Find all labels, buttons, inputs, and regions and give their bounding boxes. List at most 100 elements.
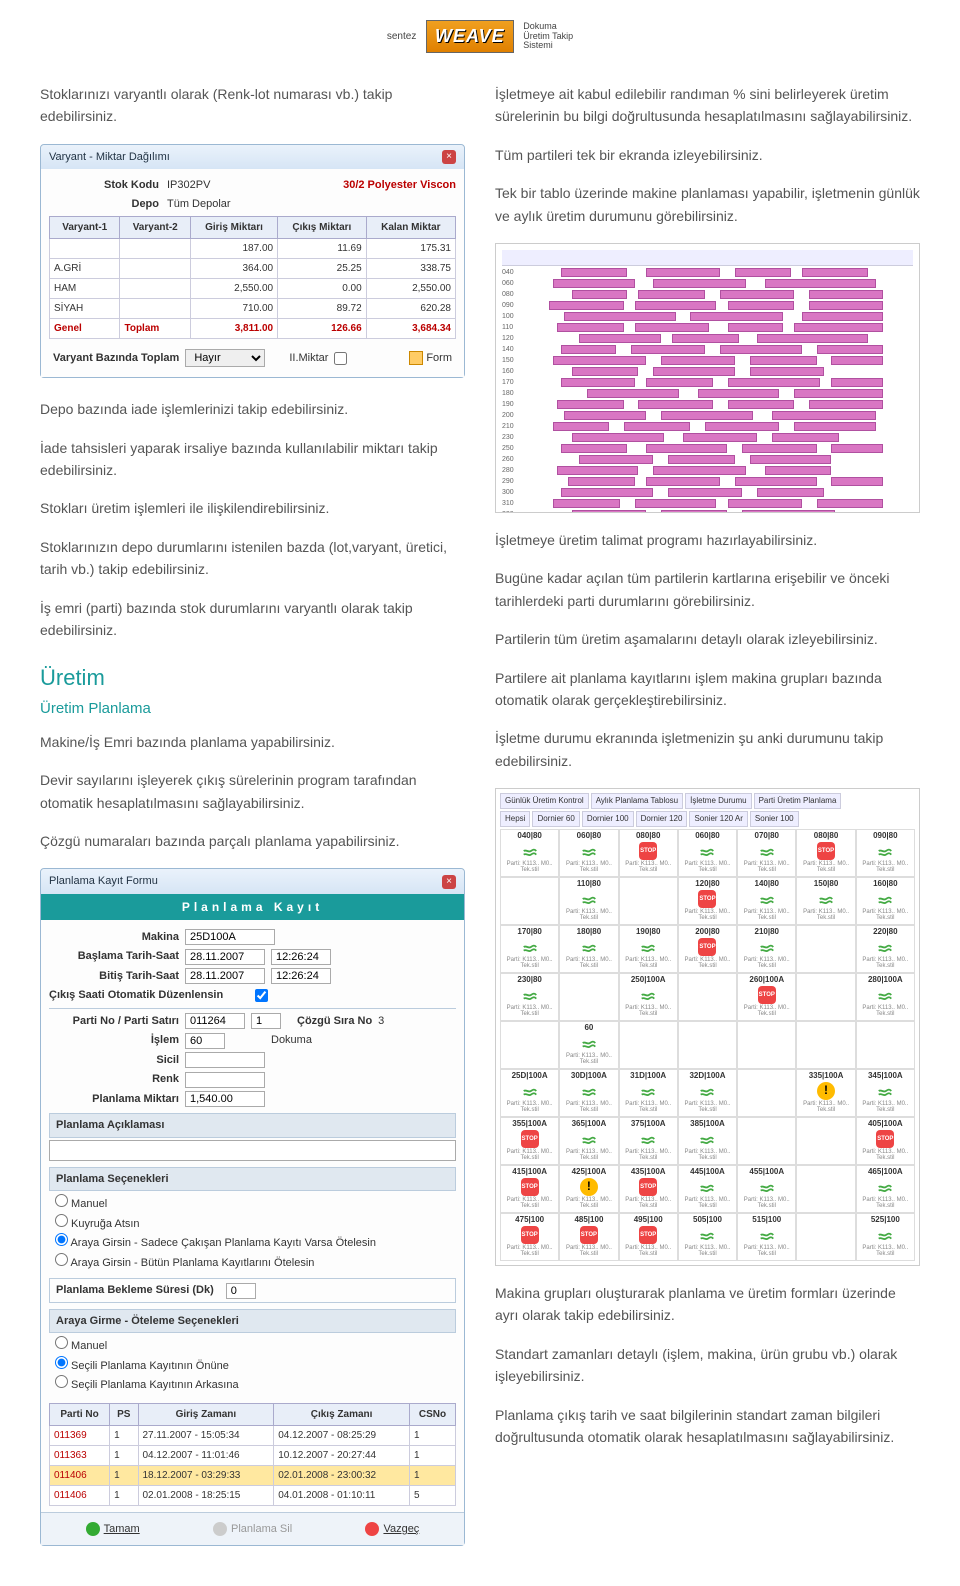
gantt-bar[interactable] [772,433,839,442]
gantt-bar[interactable] [635,499,717,508]
status-subtab[interactable]: Hepsi [500,811,530,827]
gantt-bar[interactable] [728,323,784,332]
gantt-bar[interactable] [572,433,665,442]
status-cell[interactable]: 495|100STOPParti: K113.. M0.. Tek.stil [619,1213,678,1261]
aciklama-input[interactable] [49,1140,456,1161]
gantt-bar[interactable] [742,510,835,513]
gantt-bar[interactable] [831,378,883,387]
status-cell[interactable]: 200|80STOPParti: K113.. M0.. Tek.stil [678,925,737,973]
gantt-bar[interactable] [557,323,624,332]
status-cell[interactable]: 465|100AParti: K113.. M0.. Tek.stil [856,1165,915,1213]
gantt-bar[interactable] [564,411,646,420]
gantt-bar[interactable] [561,444,628,453]
status-tab[interactable]: Aylık Planlama Tablosu [591,793,683,809]
status-cell[interactable]: 505|100Parti: K113.. M0.. Tek.stil [678,1213,737,1261]
status-cell[interactable] [737,1021,796,1069]
gantt-bar[interactable] [646,378,713,387]
status-cell[interactable]: 435|100ASTOPParti: K113.. M0.. Tek.stil [619,1165,678,1213]
gantt-bar[interactable] [553,422,609,431]
gantt-bar[interactable] [683,433,757,442]
status-cell[interactable] [500,1021,559,1069]
gantt-bar[interactable] [728,378,821,387]
delete-button[interactable]: Planlama Sil [213,1521,292,1538]
gantt-bar[interactable] [572,290,628,299]
status-subtab[interactable]: Sonier 120 Ar [689,811,747,827]
status-cell[interactable]: 455|100AParti: K113.. M0.. Tek.stil [737,1165,796,1213]
gantt-bar[interactable] [564,312,675,321]
status-cell[interactable] [737,1117,796,1165]
status-cell[interactable]: 475|100STOPParti: K113.. M0.. Tek.stil [500,1213,559,1261]
status-cell[interactable]: 160|80Parti: K113.. M0.. Tek.stil [856,877,915,925]
status-cell[interactable]: 365|100AParti: K113.. M0.. Tek.stil [559,1117,618,1165]
gantt-bar[interactable] [661,356,735,365]
gantt-bar[interactable] [750,356,817,365]
status-cell[interactable] [796,925,855,973]
gantt-bar[interactable] [553,279,635,288]
gantt-bar[interactable] [646,477,720,486]
status-cell[interactable]: 150|80Parti: K113.. M0.. Tek.stil [796,877,855,925]
radio-option[interactable]: Kuyruğa Atsın [55,1214,450,1233]
cancel-button[interactable]: Vazgeç [365,1521,419,1538]
status-cell[interactable] [559,973,618,1021]
bitis-date-input[interactable] [185,968,265,984]
gantt-bar[interactable] [661,510,728,513]
gantt-bar[interactable] [765,466,832,475]
gantt-bar[interactable] [757,488,824,497]
status-cell[interactable]: 445|100AParti: K113.. M0.. Tek.stil [678,1165,737,1213]
baslama-date-input[interactable] [185,949,265,965]
gantt-bar[interactable] [653,466,746,475]
gantt-bar[interactable] [831,444,883,453]
status-cell[interactable] [796,973,855,1021]
gantt-bar[interactable] [579,455,653,464]
status-cell[interactable] [796,1213,855,1261]
gantt-bar[interactable] [802,268,869,277]
status-cell[interactable] [500,877,559,925]
gantt-bar[interactable] [638,400,712,409]
gantt-bar[interactable] [561,378,635,387]
gantt-bar[interactable] [765,279,876,288]
status-cell[interactable]: 30D|100AParti: K113.. M0.. Tek.stil [559,1069,618,1117]
form-button[interactable]: Form [409,350,452,367]
parti-satir-input[interactable] [251,1013,281,1029]
status-cell[interactable]: 060|80Parti: K113.. M0.. Tek.stil [678,829,737,877]
gantt-bar[interactable] [668,488,742,497]
status-cell[interactable]: 060|80Parti: K113.. M0.. Tek.stil [559,829,618,877]
table-row[interactable]: 187.0011.69175.31 [50,239,456,259]
status-subtab[interactable]: Dornier 100 [582,811,634,827]
gantt-bar[interactable] [831,477,883,486]
iimiktar-checkbox[interactable] [334,352,347,365]
gantt-bar[interactable] [638,290,705,299]
status-cell[interactable]: 345|100AParti: K113.. M0.. Tek.stil [856,1069,915,1117]
gantt-bar[interactable] [653,279,746,288]
status-cell[interactable]: 140|80Parti: K113.. M0.. Tek.stil [737,877,796,925]
status-cell[interactable]: 250|100AParti: K113.. M0.. Tek.stil [619,973,678,1021]
gantt-bar[interactable] [661,411,754,420]
gantt-bar[interactable] [720,290,794,299]
gantt-bar[interactable] [728,301,795,310]
status-cell[interactable]: 180|80Parti: K113.. M0.. Tek.stil [559,925,618,973]
status-cell[interactable]: 31D|100AParti: K113.. M0.. Tek.stil [619,1069,678,1117]
gantt-bar[interactable] [690,312,783,321]
gantt-bar[interactable] [794,422,876,431]
status-cell[interactable]: 60Parti: K113.. M0.. Tek.stil [559,1021,618,1069]
gantt-bar[interactable] [794,323,883,332]
status-cell[interactable]: 170|80Parti: K113.. M0.. Tek.stil [500,925,559,973]
status-cell[interactable]: 120|80STOPParti: K113.. M0.. Tek.stil [678,877,737,925]
cikis-checkbox[interactable] [255,989,268,1002]
status-tab[interactable]: Parti Üretim Planlama [754,793,842,809]
variant-total-select[interactable]: Hayır [185,349,265,367]
status-cell[interactable]: 080|80STOPParti: K113.. M0.. Tek.stil [619,829,678,877]
status-cell[interactable]: 110|80Parti: K113.. M0.. Tek.stil [559,877,618,925]
table-row[interactable]: HAM2,550.000.002,550.00 [50,279,456,299]
gantt-bar[interactable] [635,301,717,310]
gantt-bar[interactable] [653,367,735,376]
status-cell[interactable] [796,1021,855,1069]
radio-option[interactable]: Manuel [55,1336,450,1355]
gantt-bar[interactable] [772,411,876,420]
status-cell[interactable]: 090|80Parti: K113.. M0.. Tek.stil [856,829,915,877]
gantt-bar[interactable] [698,389,780,398]
gantt-bar[interactable] [831,356,883,365]
makina-input[interactable] [185,929,275,945]
status-subtab[interactable]: Dornier 60 [532,811,579,827]
gantt-bar[interactable] [572,510,646,513]
